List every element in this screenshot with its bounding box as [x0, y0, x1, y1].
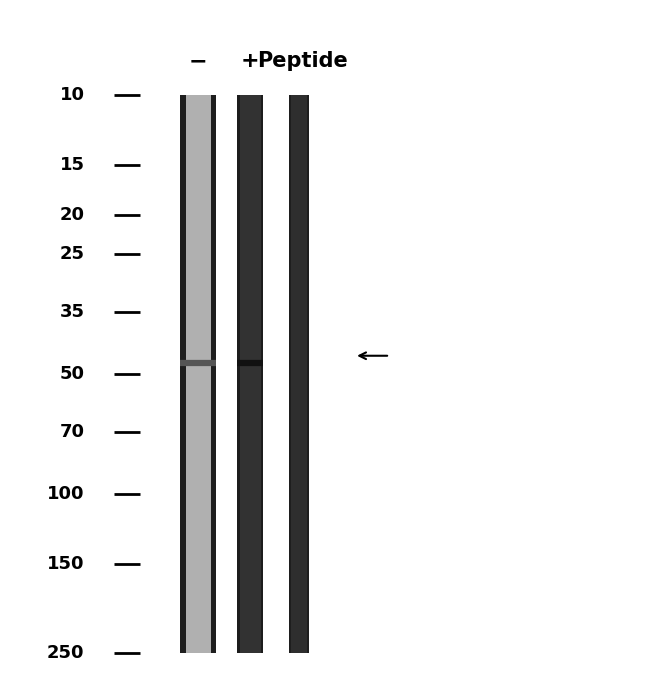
Bar	[291, 95, 307, 653]
Bar	[180, 95, 186, 653]
Bar	[237, 95, 263, 653]
Bar	[289, 95, 309, 653]
Text: Peptide: Peptide	[257, 51, 348, 71]
Text: 250: 250	[47, 644, 84, 662]
Bar	[240, 95, 261, 653]
Text: 20: 20	[60, 206, 84, 224]
Text: +: +	[241, 51, 259, 71]
Text: 15: 15	[60, 156, 84, 175]
Text: 25: 25	[60, 245, 84, 263]
Text: 100: 100	[47, 485, 84, 503]
Bar	[186, 95, 211, 653]
Text: 150: 150	[47, 556, 84, 573]
Text: 70: 70	[60, 423, 84, 441]
Text: 50: 50	[60, 365, 84, 383]
Text: 35: 35	[60, 303, 84, 321]
Bar	[211, 95, 216, 653]
Text: −: −	[189, 51, 207, 71]
Text: 10: 10	[60, 86, 84, 104]
